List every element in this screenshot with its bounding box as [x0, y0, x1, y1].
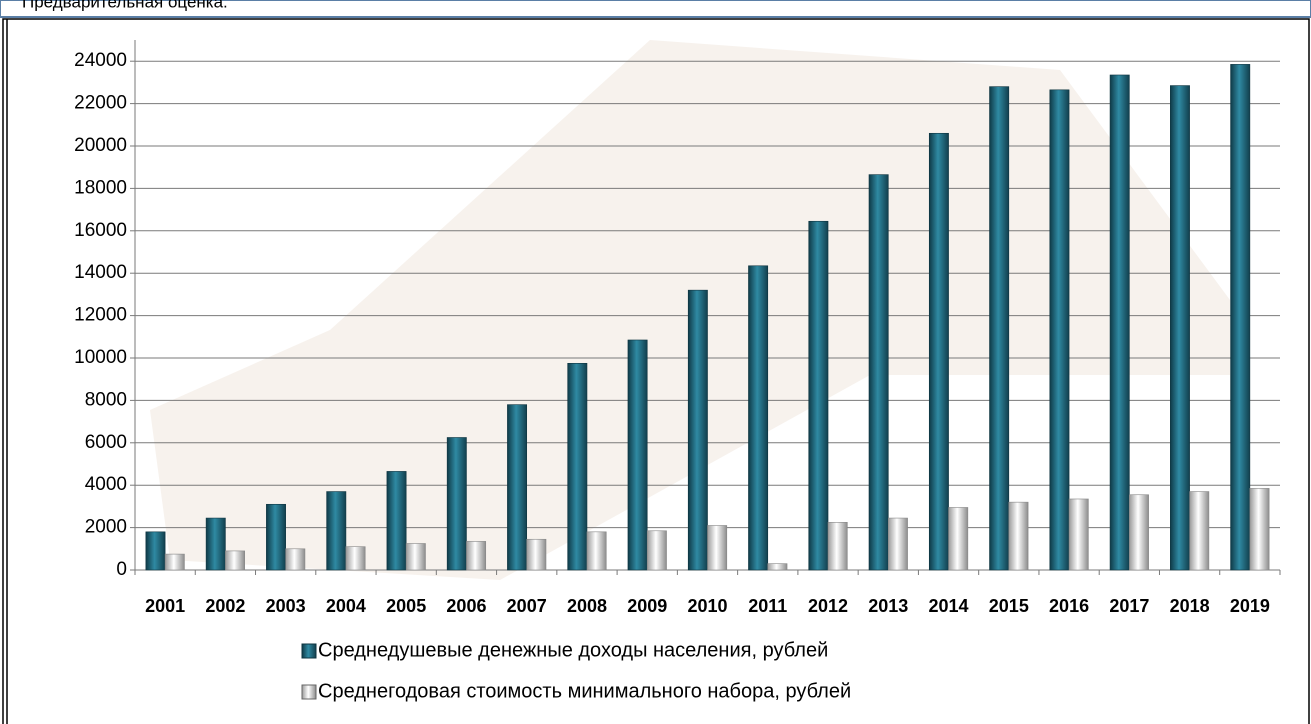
bar	[286, 549, 305, 570]
bar	[165, 554, 184, 570]
y-tick-label: 4000	[85, 474, 127, 495]
bar	[266, 504, 285, 570]
y-tick-label: 10000	[74, 347, 127, 368]
bar	[1250, 488, 1269, 570]
bar	[507, 405, 526, 570]
bar	[708, 525, 727, 570]
y-tick-label: 18000	[74, 177, 127, 198]
bar	[1129, 495, 1148, 570]
x-tick-label: 2007	[507, 596, 547, 616]
bar	[406, 544, 425, 571]
x-tick-label: 2013	[868, 596, 908, 616]
bar	[869, 175, 888, 570]
legend-swatch	[302, 644, 316, 658]
bar	[1009, 502, 1028, 570]
x-tick-label: 2006	[446, 596, 486, 616]
note: Предварительная оценка.	[22, 0, 228, 11]
y-tick-label: 22000	[74, 93, 127, 114]
bar	[1170, 86, 1189, 570]
bar	[990, 87, 1009, 570]
bar	[466, 541, 485, 570]
x-tick-label: 2010	[687, 596, 727, 616]
y-tick-label: 24000	[74, 50, 127, 71]
bar	[688, 290, 707, 570]
chart: Предварительная оценка. 0 2000 4000 6000 800…	[0, 0, 1311, 724]
bar	[527, 539, 546, 570]
bar	[768, 564, 787, 570]
bar	[327, 492, 346, 570]
x-tick-label: 2005	[386, 596, 426, 616]
bar	[888, 518, 907, 570]
bar	[828, 522, 847, 570]
page: Предварительная оценка. 0 2000 4000 6000 800…	[0, 0, 1311, 724]
y-tick-label: 14000	[74, 262, 127, 283]
y-tick-label: 6000	[85, 432, 127, 453]
bar	[1231, 64, 1250, 570]
bar	[1190, 492, 1209, 570]
bar	[628, 340, 647, 570]
bar	[748, 266, 767, 570]
bar	[1050, 90, 1069, 570]
bar	[225, 551, 244, 570]
bar	[206, 518, 225, 570]
y-tick-label: 20000	[74, 135, 127, 156]
x-tick-label: 2019	[1230, 596, 1270, 616]
x-tick-label: 2008	[567, 596, 607, 616]
x-tick-label: 2003	[266, 596, 306, 616]
x-tick-label: 2011	[748, 596, 787, 616]
y-tick-label: 0	[116, 559, 127, 580]
bar	[587, 532, 606, 570]
x-tick-label: 2015	[989, 596, 1029, 616]
bar	[949, 507, 968, 570]
bar	[146, 532, 165, 570]
x-tick-label: 2018	[1170, 596, 1210, 616]
x-tick-label: 2012	[808, 596, 848, 616]
legend-swatch	[302, 685, 316, 699]
bar	[647, 531, 666, 570]
legend-label: Среднегодовая стоимость минимального наб…	[318, 680, 851, 702]
x-tick-label: 2001	[145, 596, 185, 616]
bar	[809, 221, 828, 570]
legend-label: Среднедушевые денежные доходы населения,…	[318, 639, 828, 661]
x-tick-label: 2004	[326, 596, 366, 616]
y-tick-label: 16000	[74, 220, 127, 241]
bar	[568, 363, 587, 570]
bar	[346, 547, 365, 570]
bar	[447, 438, 466, 571]
x-tick-label: 2002	[205, 596, 245, 616]
y-tick-label: 8000	[85, 389, 127, 410]
x-tick-label: 2014	[929, 596, 969, 616]
y-tick-label: 2000	[85, 517, 127, 538]
bar	[929, 133, 948, 570]
x-tick-label: 2017	[1109, 596, 1149, 616]
x-tick-label: 2009	[627, 596, 667, 616]
x-tick-label: 2016	[1049, 596, 1089, 616]
bar	[1110, 75, 1129, 570]
y-tick-label: 12000	[74, 305, 127, 326]
bar	[1069, 499, 1088, 570]
bar	[387, 471, 406, 570]
